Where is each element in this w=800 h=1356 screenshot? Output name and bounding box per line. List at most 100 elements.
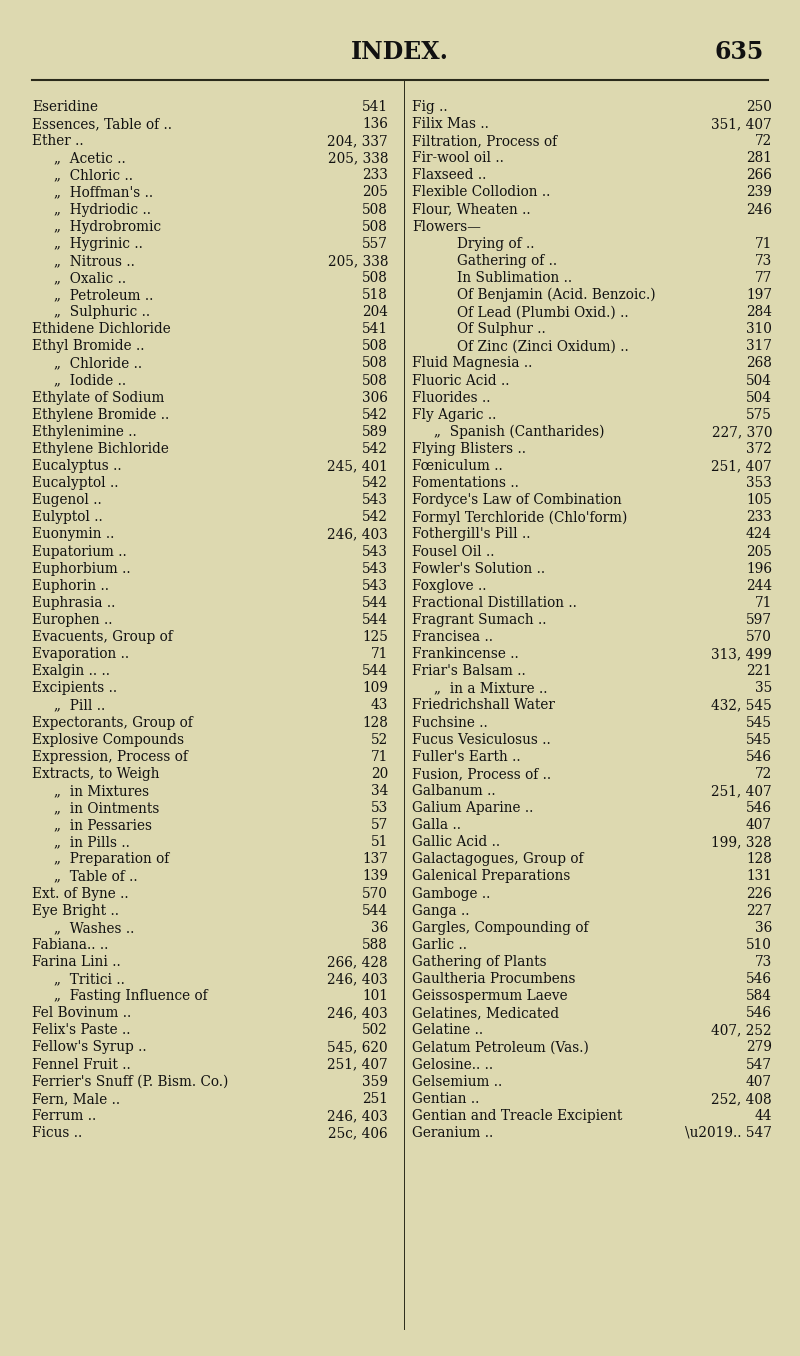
Text: „  Preparation of: „ Preparation of xyxy=(54,853,170,866)
Text: 239: 239 xyxy=(746,186,772,199)
Text: „  Chloride ..: „ Chloride .. xyxy=(54,357,142,370)
Text: Expectorants, Group of: Expectorants, Group of xyxy=(32,716,193,730)
Text: 542: 542 xyxy=(362,408,388,422)
Text: Fragrant Sumach ..: Fragrant Sumach .. xyxy=(412,613,546,626)
Text: Fluid Magnesia ..: Fluid Magnesia .. xyxy=(412,357,532,370)
Text: 109: 109 xyxy=(362,682,388,696)
Text: Of Zinc (Zinci Oxidum) ..: Of Zinc (Zinci Oxidum) .. xyxy=(457,339,629,354)
Text: 542: 542 xyxy=(362,476,388,491)
Text: 543: 543 xyxy=(362,579,388,593)
Text: Fig ..: Fig .. xyxy=(412,100,448,114)
Text: 543: 543 xyxy=(362,494,388,507)
Text: Essences, Table of ..: Essences, Table of .. xyxy=(32,117,172,132)
Text: „  Pill ..: „ Pill .. xyxy=(54,698,106,712)
Text: Flexible Collodion ..: Flexible Collodion .. xyxy=(412,186,550,199)
Text: 57: 57 xyxy=(370,818,388,833)
Text: 73: 73 xyxy=(754,955,772,970)
Text: 139: 139 xyxy=(362,869,388,884)
Text: „  Iodide ..: „ Iodide .. xyxy=(54,374,126,388)
Text: Fellow's Syrup ..: Fellow's Syrup .. xyxy=(32,1040,146,1055)
Text: 105: 105 xyxy=(746,494,772,507)
Text: 543: 543 xyxy=(362,545,388,559)
Text: Gelatum Petroleum (Vas.): Gelatum Petroleum (Vas.) xyxy=(412,1040,589,1055)
Text: 73: 73 xyxy=(754,254,772,268)
Text: 205, 338: 205, 338 xyxy=(327,152,388,165)
Text: 407, 252: 407, 252 xyxy=(711,1024,772,1037)
Text: Eye Bright ..: Eye Bright .. xyxy=(32,903,119,918)
Text: Gelosine.. ..: Gelosine.. .. xyxy=(412,1058,493,1071)
Text: „  Hydrobromic: „ Hydrobromic xyxy=(54,220,162,233)
Text: Farina Lini ..: Farina Lini .. xyxy=(32,955,121,970)
Text: Gathering of Plants: Gathering of Plants xyxy=(412,955,546,970)
Text: 226: 226 xyxy=(746,887,772,900)
Text: 227, 370: 227, 370 xyxy=(711,424,772,439)
Text: 268: 268 xyxy=(746,357,772,370)
Text: 36: 36 xyxy=(370,921,388,934)
Text: Fir-wool oil ..: Fir-wool oil .. xyxy=(412,152,504,165)
Text: 125: 125 xyxy=(362,631,388,644)
Text: 266: 266 xyxy=(746,168,772,183)
Text: „  Hydriodic ..: „ Hydriodic .. xyxy=(54,202,151,217)
Text: Excipients ..: Excipients .. xyxy=(32,682,117,696)
Text: 43: 43 xyxy=(370,698,388,712)
Text: Ethylenimine ..: Ethylenimine .. xyxy=(32,424,137,439)
Text: 244: 244 xyxy=(746,579,772,593)
Text: \u2019.. 547: \u2019.. 547 xyxy=(685,1125,772,1140)
Text: Eucalyptus ..: Eucalyptus .. xyxy=(32,460,122,473)
Text: Fluoric Acid ..: Fluoric Acid .. xyxy=(412,374,510,388)
Text: Eugenol ..: Eugenol .. xyxy=(32,494,102,507)
Text: 508: 508 xyxy=(362,220,388,233)
Text: 71: 71 xyxy=(754,237,772,251)
Text: Extracts, to Weigh: Extracts, to Weigh xyxy=(32,767,159,781)
Text: 77: 77 xyxy=(754,271,772,285)
Text: „  Acetic ..: „ Acetic .. xyxy=(54,152,126,165)
Text: 251, 407: 251, 407 xyxy=(711,784,772,797)
Text: 197: 197 xyxy=(746,287,772,302)
Text: 541: 541 xyxy=(362,323,388,336)
Text: Of Lead (Plumbi Oxid.) ..: Of Lead (Plumbi Oxid.) .. xyxy=(457,305,629,319)
Text: „  Petroleum ..: „ Petroleum .. xyxy=(54,287,154,302)
Text: 136: 136 xyxy=(362,117,388,132)
Text: Galium Aparine ..: Galium Aparine .. xyxy=(412,801,534,815)
Text: 252, 408: 252, 408 xyxy=(711,1092,772,1105)
Text: 351, 407: 351, 407 xyxy=(711,117,772,132)
Text: 246: 246 xyxy=(746,202,772,217)
Text: Galactagogues, Group of: Galactagogues, Group of xyxy=(412,853,583,866)
Text: 584: 584 xyxy=(746,989,772,1003)
Text: Gentian ..: Gentian .. xyxy=(412,1092,479,1105)
Text: Euphorin ..: Euphorin .. xyxy=(32,579,109,593)
Text: 251, 407: 251, 407 xyxy=(711,460,772,473)
Text: 542: 542 xyxy=(362,442,388,456)
Text: 35: 35 xyxy=(754,682,772,696)
Text: 546: 546 xyxy=(746,801,772,815)
Text: 52: 52 xyxy=(370,732,388,747)
Text: Flour, Wheaten ..: Flour, Wheaten .. xyxy=(412,202,530,217)
Text: „  Spanish (Cantharides): „ Spanish (Cantharides) xyxy=(434,424,605,439)
Text: Expression, Process of: Expression, Process of xyxy=(32,750,188,763)
Text: 196: 196 xyxy=(746,561,772,576)
Text: „  in a Mixture ..: „ in a Mixture .. xyxy=(434,682,548,696)
Text: 508: 508 xyxy=(362,357,388,370)
Text: 518: 518 xyxy=(362,287,388,302)
Text: 44: 44 xyxy=(754,1109,772,1123)
Text: 36: 36 xyxy=(754,921,772,934)
Text: Ext. of Byne ..: Ext. of Byne .. xyxy=(32,887,129,900)
Text: 635: 635 xyxy=(714,39,764,64)
Text: 71: 71 xyxy=(754,595,772,610)
Text: 544: 544 xyxy=(362,664,388,678)
Text: Galbanum ..: Galbanum .. xyxy=(412,784,496,797)
Text: „  Oxalic ..: „ Oxalic .. xyxy=(54,271,126,285)
Text: 233: 233 xyxy=(746,510,772,525)
Text: Foxglove ..: Foxglove .. xyxy=(412,579,486,593)
Text: Fractional Distillation ..: Fractional Distillation .. xyxy=(412,595,577,610)
Text: 557: 557 xyxy=(362,237,388,251)
Text: Flaxseed ..: Flaxseed .. xyxy=(412,168,486,183)
Text: Gaultheria Procumbens: Gaultheria Procumbens xyxy=(412,972,575,986)
Text: Ferrum ..: Ferrum .. xyxy=(32,1109,96,1123)
Text: 589: 589 xyxy=(362,424,388,439)
Text: Euonymin ..: Euonymin .. xyxy=(32,527,114,541)
Text: 233: 233 xyxy=(362,168,388,183)
Text: Fothergill's Pill ..: Fothergill's Pill .. xyxy=(412,527,530,541)
Text: 407: 407 xyxy=(746,818,772,833)
Text: 570: 570 xyxy=(362,887,388,900)
